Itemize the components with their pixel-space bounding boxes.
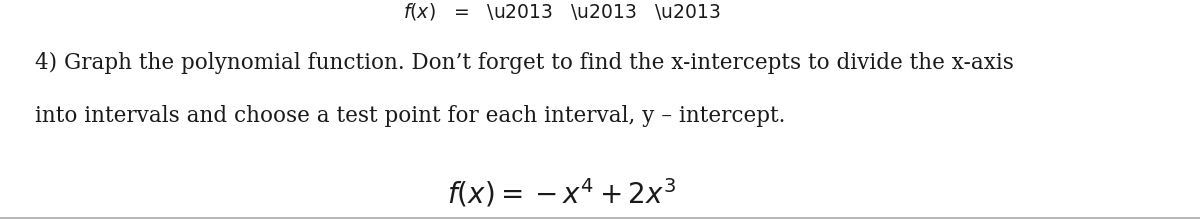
Text: into intervals and choose a test point for each interval, y – intercept.: into intervals and choose a test point f… [35, 105, 785, 127]
Text: $f(x) = -x^4 + 2x^3$: $f(x) = -x^4 + 2x^3$ [448, 177, 676, 210]
Text: 4) Graph the polynomial function. Don’t forget to find the x-intercepts to divid: 4) Graph the polynomial function. Don’t … [35, 52, 1014, 74]
Text: $f(x)$   =   \u2013   \u2013   \u2013: $f(x)$ = \u2013 \u2013 \u2013 [403, 1, 720, 22]
